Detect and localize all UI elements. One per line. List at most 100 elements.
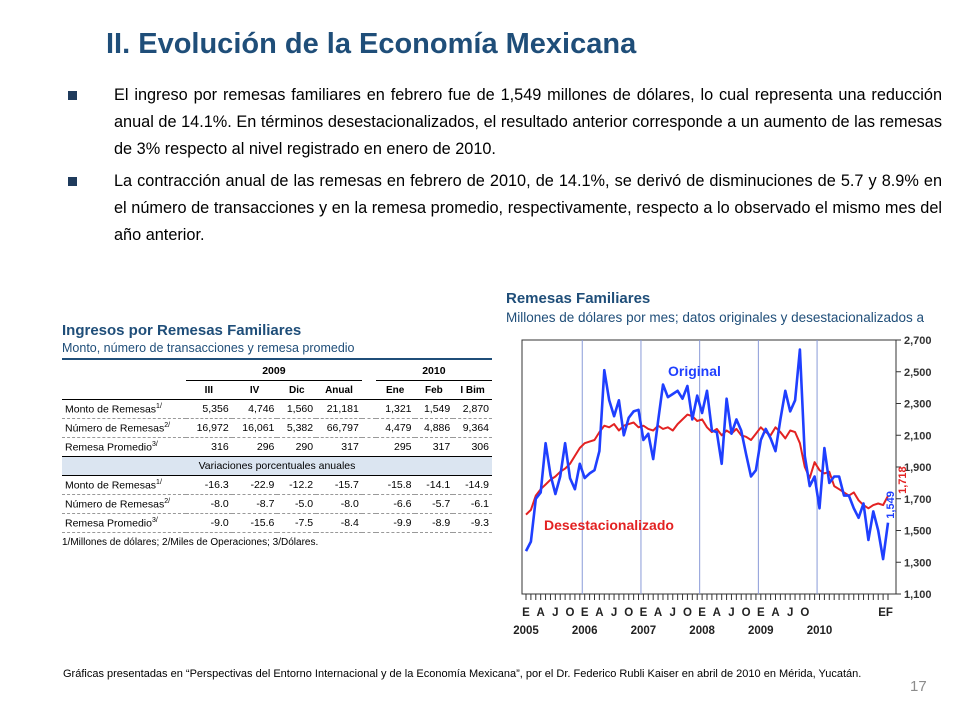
table-subtitle: Monto, número de transacciones y remesa … bbox=[62, 341, 355, 355]
x-tick-label: O bbox=[742, 607, 751, 619]
column-header: Dic bbox=[277, 380, 317, 400]
column-gap bbox=[361, 494, 376, 514]
table-cell: -14.1 bbox=[414, 475, 454, 495]
table-rule bbox=[62, 358, 492, 360]
table-cell: 9,364 bbox=[453, 418, 492, 438]
section-header-row: Variaciones porcentuales anuales bbox=[62, 456, 492, 476]
year-2009-header: 2009 bbox=[186, 362, 362, 381]
table-cell: 317 bbox=[316, 437, 362, 457]
y-tick-label: 1,500 bbox=[904, 526, 932, 538]
table-cell: -15.7 bbox=[316, 475, 362, 495]
row-label: Remesa Promedio3/ bbox=[62, 437, 186, 457]
table-cell: 295 bbox=[375, 437, 415, 457]
remesas-chart: Remesas Familiares Millones de dólares p… bbox=[498, 290, 960, 662]
year-label: 2010 bbox=[807, 625, 833, 637]
year-header-row: 2009 2010 bbox=[62, 362, 492, 381]
x-tick-label: A bbox=[713, 607, 721, 619]
table-cell: -8.7 bbox=[231, 494, 278, 514]
remesas-table: 2009 2010 III IV Dic Anual Ene Feb I Bim Monto… bbox=[62, 362, 492, 533]
x-tick-label: J bbox=[611, 607, 617, 619]
annotation-desestacionalizado-value: 1,718 bbox=[897, 466, 909, 494]
table-cell: 4,886 bbox=[414, 418, 454, 438]
year-2010-header: 2010 bbox=[375, 362, 492, 381]
table-cell: -6.1 bbox=[453, 494, 492, 514]
table-cell: 2,870 bbox=[453, 399, 492, 419]
row-label-text: Monto de Remesas bbox=[65, 479, 157, 492]
series-original-line bbox=[524, 348, 890, 561]
chart-svg: 1,100 1,300 1,500 1,700 1,900 2,100 2,300 2,500… bbox=[513, 335, 932, 637]
row-label: Monto de Remesas1/ bbox=[62, 399, 186, 419]
table-cell: 1,549 bbox=[414, 399, 454, 419]
row-label-text: Número de Remesas bbox=[65, 498, 165, 511]
x-tick-label: O bbox=[624, 607, 633, 619]
row-label: Monto de Remesas1/ bbox=[62, 475, 186, 495]
table-cell: 4,479 bbox=[375, 418, 415, 438]
table-cell: -7.5 bbox=[277, 513, 317, 533]
column-gap bbox=[361, 437, 376, 457]
column-header: IV bbox=[231, 380, 278, 400]
table-row: Monto de Remesas1/-16.3 -22.9 -12.2 -15.7 -1… bbox=[62, 475, 492, 495]
table-cell: 16,972 bbox=[186, 418, 232, 438]
table-cell: -15.6 bbox=[231, 513, 278, 533]
row-footnote-mark: 3/ bbox=[151, 516, 158, 524]
row-label-text: Número de Remesas bbox=[65, 422, 165, 435]
column-header-row: III IV Dic Anual Ene Feb I Bim bbox=[62, 380, 492, 400]
table-cell: -5.0 bbox=[277, 494, 317, 514]
bullet-square-icon bbox=[68, 91, 77, 100]
bullet-text-1: El ingreso por remesas familiares en feb… bbox=[114, 86, 942, 158]
y-tick-label: 1,700 bbox=[904, 494, 932, 506]
table-cell: 4,746 bbox=[231, 399, 278, 419]
table-cell: -9.3 bbox=[453, 513, 492, 533]
column-header: Anual bbox=[316, 380, 362, 400]
column-header: Ene bbox=[375, 380, 415, 400]
table-cell: 296 bbox=[231, 437, 278, 457]
column-header: I Bim bbox=[453, 380, 492, 400]
chart-subtitle: Millones de dólares por mes; datos origi… bbox=[506, 310, 924, 325]
y-tick-label: 1,300 bbox=[904, 557, 932, 569]
remesas-table-panel: Ingresos por Remesas Familiares Monto, n… bbox=[62, 322, 492, 548]
table-cell: -8.0 bbox=[316, 494, 362, 514]
table-row: Número de Remesas2/-8.0 -8.7 -5.0 -8.0 -6.6-… bbox=[62, 494, 492, 514]
bullet-item-1: El ingreso por remesas familiares en feb… bbox=[68, 82, 942, 163]
row-label-text: Remesa Promedio bbox=[65, 441, 152, 454]
chart-title: Remesas Familiares bbox=[506, 290, 651, 307]
table-row: Monto de Remesas1/5,356 4,746 1,560 21,181 1… bbox=[62, 399, 492, 419]
table-cell: -9.9 bbox=[375, 513, 415, 533]
section-title: Variaciones porcentuales anuales bbox=[62, 456, 492, 476]
y-tick-label: 2,300 bbox=[904, 399, 932, 411]
column-gap bbox=[361, 418, 376, 438]
year-label: 2008 bbox=[689, 625, 715, 637]
page-number: 17 bbox=[910, 678, 927, 695]
column-gap bbox=[361, 475, 376, 495]
table-cell: -9.0 bbox=[186, 513, 232, 533]
x-tick-label: J bbox=[787, 607, 793, 619]
row-footnote-mark: 1/ bbox=[156, 478, 162, 486]
x-tick-label: E bbox=[522, 607, 530, 619]
y-tick-label: 2,500 bbox=[904, 367, 932, 379]
table-cell: -22.9 bbox=[231, 475, 278, 495]
x-tick-label: E bbox=[698, 607, 706, 619]
table-cell: -14.9 bbox=[453, 475, 492, 495]
x-tick-label: J bbox=[728, 607, 734, 619]
column-gap bbox=[361, 399, 376, 419]
x-tick-label: E bbox=[581, 607, 589, 619]
column-header-blank bbox=[62, 380, 186, 400]
table-row: Remesa Promedio3/-9.0 -15.6 -7.5 -8.4 -9.9 -8… bbox=[62, 513, 492, 533]
row-footnote-mark: 1/ bbox=[156, 402, 162, 410]
x-tick-label: A bbox=[771, 607, 779, 619]
x-tick-label: EF bbox=[878, 607, 893, 619]
table-cell: -8.4 bbox=[316, 513, 362, 533]
column-header: Feb bbox=[414, 380, 454, 400]
x-tick-label: A bbox=[654, 607, 662, 619]
table-cell: 1,560 bbox=[277, 399, 317, 419]
x-tick-label: A bbox=[595, 607, 603, 619]
column-header: III bbox=[186, 380, 232, 400]
x-tick-label: O bbox=[800, 607, 809, 619]
table-cell: 316 bbox=[186, 437, 232, 457]
bullet-square-icon bbox=[68, 177, 77, 186]
row-footnote-mark: 3/ bbox=[151, 440, 158, 448]
year-label: 2009 bbox=[748, 625, 774, 637]
row-label: Remesa Promedio3/ bbox=[62, 513, 186, 533]
x-tick-label: O bbox=[683, 607, 692, 619]
table-cell: 21,181 bbox=[316, 399, 362, 419]
